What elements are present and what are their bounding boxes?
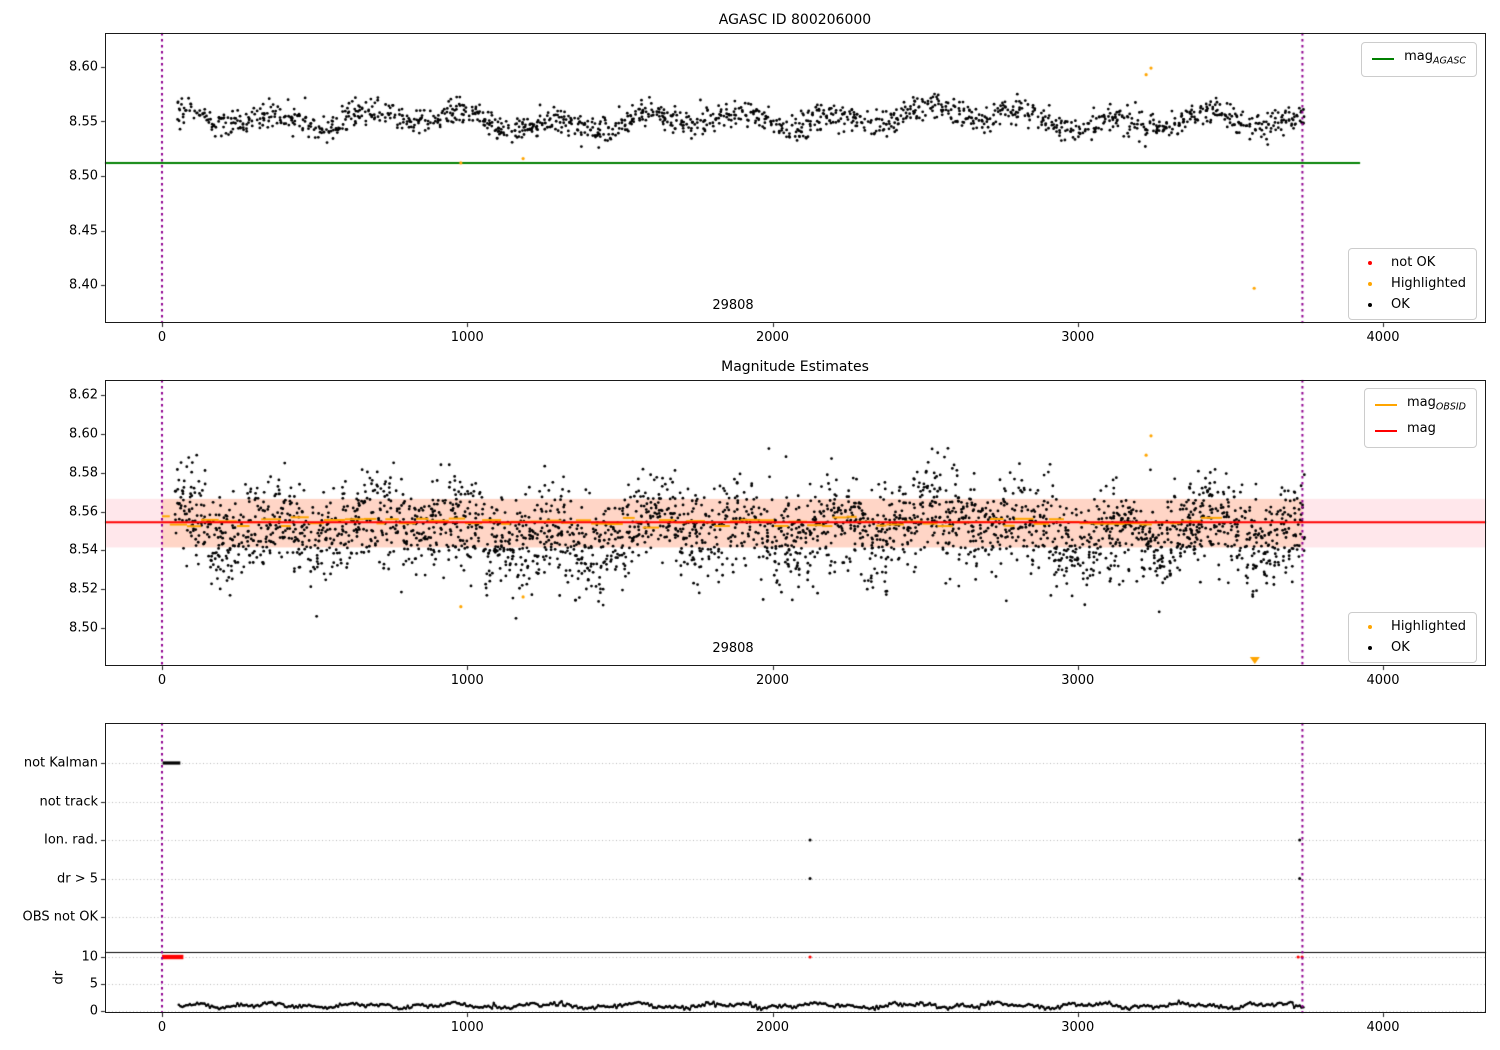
legend-item-not-ok: not OK xyxy=(1359,254,1466,272)
y-tick-label: 8.56 xyxy=(69,504,98,519)
y-tick-label: 8.60 xyxy=(69,59,98,75)
legend-label: magAGASC xyxy=(1404,49,1466,67)
x-tick-label: 4000 xyxy=(1366,673,1400,688)
x-tick-label: 3000 xyxy=(1061,330,1095,345)
dr-tick-label: 10 xyxy=(81,949,98,965)
orange-dot-icon xyxy=(1368,625,1373,629)
x-tick-label: 2000 xyxy=(755,1020,790,1035)
x-tick-label: 4000 xyxy=(1366,330,1400,345)
black-dot-icon xyxy=(1368,646,1373,650)
legend-item-highlighted: Highlighted xyxy=(1359,275,1466,293)
x-tick-label: 0 xyxy=(157,673,167,688)
black-dot-icon xyxy=(1368,303,1373,307)
axes-agasc-mag xyxy=(105,33,1486,323)
plot1-title: AGASC ID 800206000 xyxy=(718,12,872,28)
y-tick-label: 8.45 xyxy=(69,223,98,238)
x-tick-label: 1000 xyxy=(450,1020,484,1035)
x-tick-label: 2000 xyxy=(755,673,790,688)
plot2-title: Magnitude Estimates xyxy=(721,359,869,375)
legend-mag-agasc: magAGASC xyxy=(1361,42,1477,77)
legend-item-ok: OK xyxy=(1359,296,1466,314)
axes-mag-estimates xyxy=(105,380,1486,666)
flag-category-label: OBS not OK xyxy=(22,909,99,924)
y-tick-label: 8.54 xyxy=(69,542,98,558)
red-dot-icon xyxy=(1368,261,1373,265)
y-tick-label: 8.40 xyxy=(69,277,98,293)
red-line-swatch xyxy=(1374,429,1397,432)
flag-category-label: dr > 5 xyxy=(56,871,98,886)
legend-item-mag: mag xyxy=(1374,420,1466,443)
plot2-obsid-annotation: 29808 xyxy=(712,641,754,656)
x-tick-label: 0 xyxy=(157,1020,167,1035)
dr-tick-label: 0 xyxy=(89,1003,98,1019)
green-line-swatch xyxy=(1372,58,1395,61)
x-tick-label: 4000 xyxy=(1366,1020,1400,1035)
y-tick-label: 8.50 xyxy=(69,168,98,184)
legend-mag-lines: magOBSID mag xyxy=(1363,388,1477,449)
dr-tick-label: 5 xyxy=(89,976,98,992)
plot1-obsid-annotation: 29808 xyxy=(712,298,754,313)
y-tick-label: 8.50 xyxy=(69,620,98,636)
y-tick-label: 8.62 xyxy=(69,387,98,403)
x-tick-label: 0 xyxy=(157,330,167,345)
x-tick-label: 2000 xyxy=(755,330,790,345)
flag-category-label: not Kalman xyxy=(23,755,98,771)
legend-point-status-2: Highlighted OK xyxy=(1348,612,1477,663)
legend-item-highlighted: Highlighted xyxy=(1359,618,1466,636)
x-tick-label: 1000 xyxy=(450,673,484,688)
y-tick-label: 8.55 xyxy=(69,114,98,129)
x-tick-label: 3000 xyxy=(1061,1020,1095,1035)
y-tick-label: 8.52 xyxy=(69,581,98,597)
axes-flags xyxy=(105,723,1486,1013)
x-tick-label: 1000 xyxy=(450,330,484,345)
legend-item-mag-obsid: magOBSID xyxy=(1374,394,1466,417)
orange-line-swatch xyxy=(1374,404,1397,407)
legend-item-mag-agasc: magAGASC xyxy=(1372,48,1466,71)
x-tick-label: 3000 xyxy=(1061,673,1095,688)
flag-category-label: Ion. rad. xyxy=(44,832,98,848)
flag-category-label: not track xyxy=(39,794,98,809)
y-tick-label: 8.60 xyxy=(69,426,98,442)
orange-dot-icon xyxy=(1368,282,1373,286)
y-tick-label: 8.58 xyxy=(69,465,98,481)
legend-point-status-1: not OK Highlighted OK xyxy=(1348,248,1477,320)
legend-item-ok: OK xyxy=(1359,639,1466,657)
